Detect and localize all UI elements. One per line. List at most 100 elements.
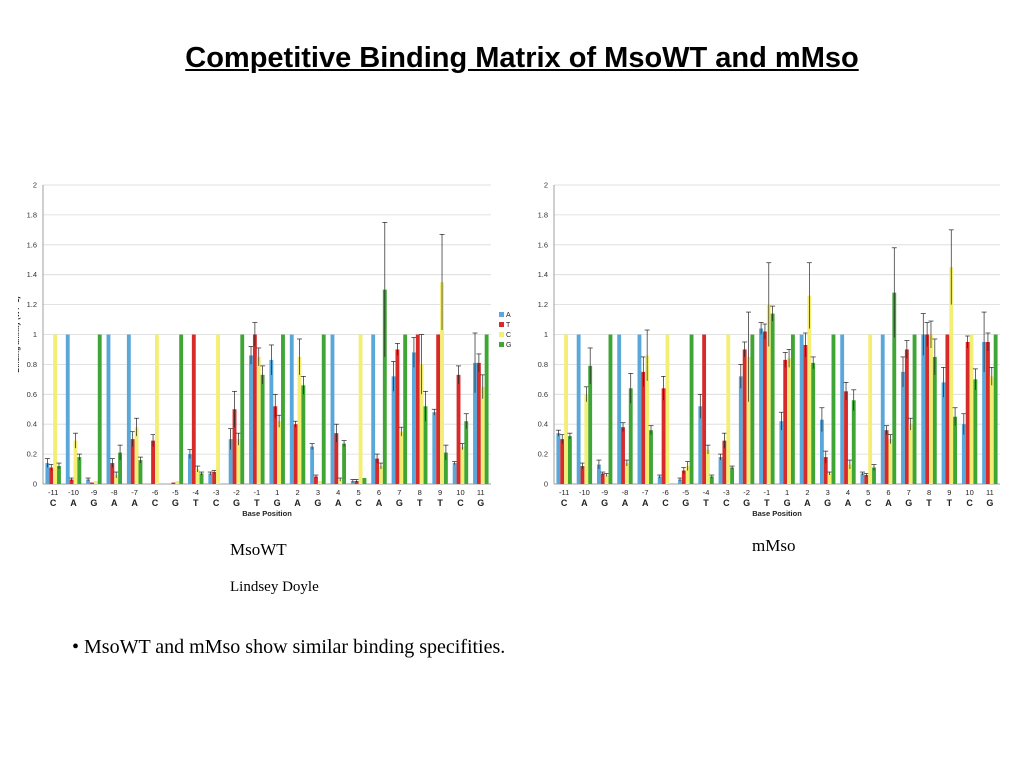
bar-T (110, 463, 115, 484)
bar-G (443, 452, 448, 484)
bar-T (212, 472, 217, 484)
bar-C (379, 466, 383, 484)
bar-C (624, 463, 629, 484)
bar-G (382, 289, 387, 484)
bar-G (423, 406, 428, 484)
bar-T (641, 371, 646, 484)
bar-A (289, 334, 294, 484)
x-tick-label: 11 (477, 488, 485, 497)
x-tick-label: 1 (785, 488, 789, 497)
bar-T (334, 433, 339, 484)
y-tick-label: 1 (33, 330, 37, 339)
base-label: G (172, 498, 179, 508)
bar-G (730, 467, 735, 484)
bar-T (986, 341, 990, 484)
y-tick-label: 0.8 (27, 360, 37, 369)
bar-G (199, 473, 204, 484)
x-tick-label: 9 (947, 488, 951, 497)
base-label: C (662, 498, 669, 508)
base-label: T (926, 498, 932, 508)
bar-G (750, 334, 755, 484)
bar-T (661, 388, 666, 484)
bar-A (718, 457, 723, 484)
x-tick-label: 2 (295, 488, 299, 497)
bar-A (208, 473, 213, 484)
bar-G (403, 334, 408, 484)
base-label: A (294, 498, 301, 508)
base-label: C (457, 498, 464, 508)
x-tick-label: -7 (642, 488, 649, 497)
bar-T (90, 482, 94, 484)
bar-G (872, 467, 876, 484)
bar-T (702, 334, 707, 484)
bar-C (746, 356, 751, 484)
x-tick-label: -4 (703, 488, 710, 497)
bar-G (57, 466, 61, 484)
bar-G (851, 400, 856, 484)
x-tick-label: -8 (111, 488, 118, 497)
y-tick-label: 1.6 (27, 240, 37, 249)
x-tick-label: -10 (68, 488, 79, 497)
legend-label-T: T (506, 322, 511, 329)
y-tick-label: 0.6 (27, 390, 37, 399)
legend-label-G: G (506, 342, 511, 349)
bar-A (637, 334, 642, 484)
x-tick-label: -1 (253, 488, 260, 497)
bar-T (965, 341, 970, 484)
x-tick-label: 5 (357, 488, 361, 497)
bar-A (249, 355, 253, 484)
bar-G (321, 334, 326, 484)
y-tick-label: 0.4 (538, 420, 548, 429)
x-tick-label: 4 (846, 488, 850, 497)
x-tick-label: 3 (826, 488, 830, 497)
bar-G (790, 334, 795, 484)
bar-A (187, 454, 192, 484)
bar-G (892, 292, 897, 484)
y-tick-label: 1.4 (27, 270, 37, 279)
bar-A (617, 334, 622, 484)
x-tick-label: 6 (886, 488, 890, 497)
bar-C (685, 466, 690, 484)
x-tick-label: -11 (559, 488, 569, 497)
base-label: T (254, 498, 260, 508)
base-label: A (131, 498, 138, 508)
x-tick-label: 1 (275, 488, 279, 497)
bar-T (69, 479, 74, 484)
bar-C (480, 386, 485, 484)
base-label: T (764, 498, 770, 508)
x-tick-label: -1 (764, 488, 771, 497)
bar-C (297, 356, 302, 484)
base-label: G (90, 498, 97, 508)
bar-G (301, 385, 306, 484)
bar-A (759, 328, 764, 484)
base-label: T (417, 498, 423, 508)
bar-C (787, 358, 791, 484)
bar-G (628, 388, 633, 484)
bar-T (395, 349, 400, 484)
mmso-binding-chart: 00.20.40.60.811.21.41.61.82-11C-10A-9G-8… (538, 181, 1000, 518)
legend-swatch-A (499, 312, 504, 317)
bar-T (232, 409, 237, 484)
bar-G (831, 334, 836, 484)
legend-label-A: A (506, 312, 511, 319)
msowt-caption: MsoWT (230, 540, 287, 559)
bar-C (645, 355, 650, 484)
x-tick-label: -9 (91, 488, 98, 497)
base-label: T (193, 498, 199, 508)
y-tick-label: 0.2 (538, 450, 548, 459)
bar-C (766, 304, 771, 484)
x-tick-label: -5 (682, 488, 689, 497)
y-axis-title: Binding affinity (WT=1) (18, 296, 21, 372)
bar-C (908, 424, 913, 484)
bar-T (560, 439, 565, 484)
bar-A (860, 473, 865, 484)
bar-C (114, 475, 119, 484)
bar-C (236, 439, 241, 484)
bar-T (273, 406, 278, 484)
bar-T (904, 349, 909, 484)
base-label: C (213, 498, 220, 508)
bar-C (726, 334, 731, 484)
bar-A (921, 334, 926, 484)
bar-T (621, 427, 625, 484)
bar-C (584, 394, 589, 484)
